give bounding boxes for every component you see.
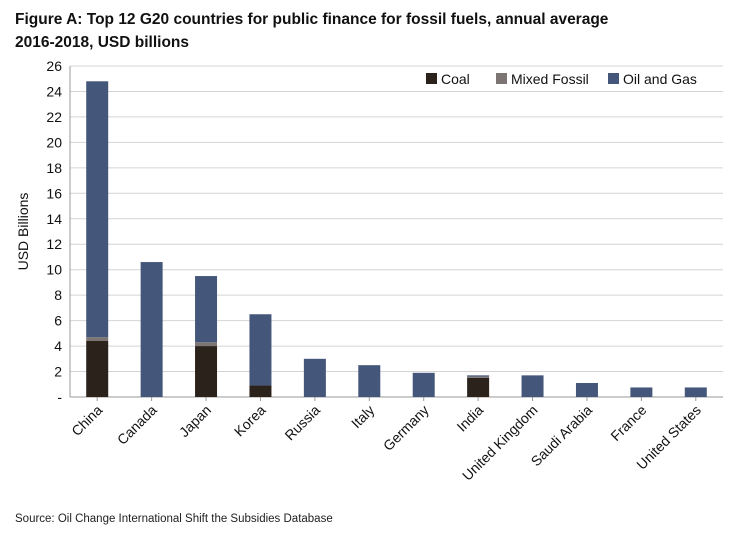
y-tick-label: 20 (46, 134, 62, 150)
bar-coal (86, 340, 109, 397)
chart-title-line-2: 2016-2018, USD billions (15, 34, 190, 51)
legend-label: Mixed Fossil (511, 71, 589, 87)
bar-oil-and-gas (412, 372, 435, 397)
y-tick-label: 12 (46, 236, 62, 252)
bar-oil-and-gas (140, 262, 163, 397)
x-tick-label: Italy (348, 402, 377, 431)
y-tick-label: 16 (46, 185, 62, 201)
bar-oil-and-gas (521, 375, 544, 397)
x-tick-label: Germany (380, 402, 432, 454)
legend-label: Coal (441, 71, 470, 87)
y-tick-label: 6 (54, 313, 62, 329)
y-axis-title: USD Billions (15, 193, 31, 271)
y-tick-label: 2 (54, 364, 62, 380)
bar-oil-and-gas (467, 375, 490, 377)
bar-coal (467, 377, 490, 397)
chart-title: Figure A: Top 12 G20 countries for publi… (15, 8, 725, 54)
y-tick-label: 26 (46, 58, 62, 74)
bar-oil-and-gas (303, 358, 326, 397)
x-tick-label: China (68, 402, 105, 439)
bar-oil-and-gas (684, 387, 707, 397)
legend-swatch-coal (426, 73, 437, 84)
x-tick-label: France (607, 402, 649, 444)
y-tick-label: 4 (54, 338, 62, 354)
bar-oil-and-gas (86, 81, 109, 338)
x-tick-label: Japan (176, 402, 214, 440)
bar-coal (249, 385, 272, 397)
legend-swatch-mixed-fossil (496, 73, 507, 84)
legend-label: Oil and Gas (623, 71, 697, 87)
y-tick-label: 8 (54, 287, 62, 303)
bar-oil-and-gas (249, 314, 272, 386)
y-tick-label: 14 (46, 211, 62, 227)
bar-oil-and-gas (358, 365, 381, 397)
bar-oil-and-gas (195, 276, 218, 343)
bar-coal (195, 346, 218, 397)
bar-oil-and-gas (630, 387, 653, 397)
source-note: Source: Oil Change International Shift t… (15, 513, 333, 525)
bar-oil-and-gas (575, 382, 598, 397)
x-tick-label: Canada (114, 402, 160, 448)
y-tick-label: 10 (46, 262, 62, 278)
bar-mixed-fossil (467, 376, 490, 378)
y-tick-label: 24 (46, 83, 62, 99)
x-tick-label: India (453, 402, 486, 435)
bar-mixed-fossil (86, 337, 109, 341)
chart-title-line-1: Figure A: Top 12 G20 countries for publi… (15, 11, 609, 28)
bar-mixed-fossil (195, 342, 218, 347)
legend-swatch-oil-and-gas (608, 73, 619, 84)
y-tick-label: 22 (46, 109, 62, 125)
y-tick-label: 18 (46, 160, 62, 176)
x-tick-label: Korea (231, 402, 269, 440)
x-tick-label: Russia (281, 402, 323, 444)
y-tick-label: - (57, 389, 62, 405)
